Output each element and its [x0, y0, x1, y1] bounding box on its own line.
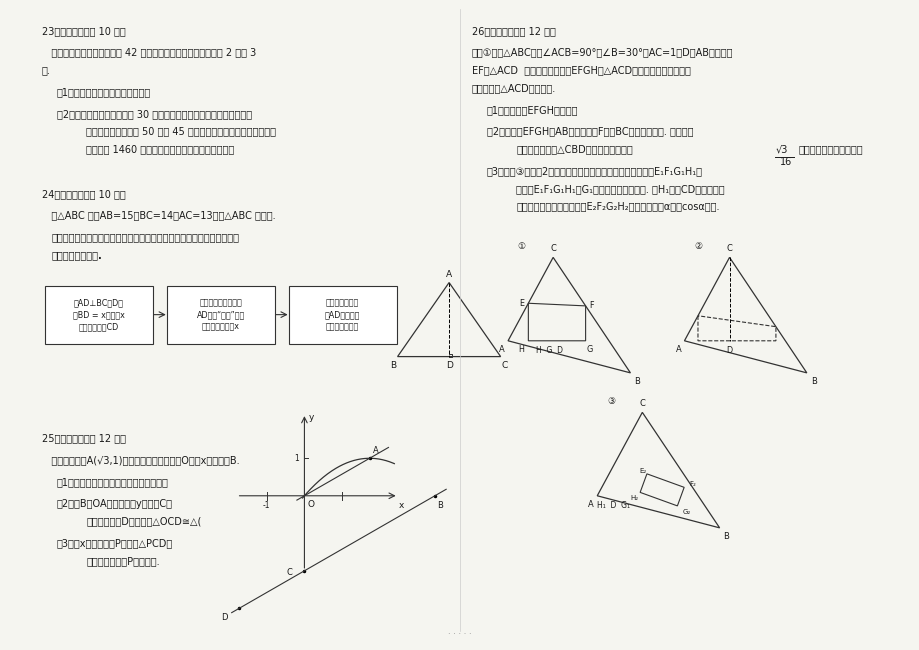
Text: C: C	[639, 399, 644, 408]
Text: 时，求矩形平移的距离；: 时，求矩形平移的距离；	[798, 144, 863, 154]
Text: 个顶点均在△ACD的边上）.: 个顶点均在△ACD的边上）.	[471, 83, 556, 93]
Text: B: B	[634, 377, 640, 386]
Text: 作AD⊥BC于D，
讽BD = x，用含x
的代数式表示CD: 作AD⊥BC于D， 讽BD = x，用含x 的代数式表示CD	[73, 298, 125, 331]
Text: y: y	[308, 413, 313, 423]
Text: A: A	[446, 270, 451, 279]
Text: 人.: 人.	[41, 66, 51, 75]
Text: 将矩形E₁F₁G₁H₁绕G₁点按顺时针方向旋转. 当H₁落在CD上时停止转: 将矩形E₁F₁G₁H₁绕G₁点按顺时针方向旋转. 当H₁落在CD上时停止转	[516, 184, 724, 194]
Text: B: B	[437, 500, 442, 510]
Text: 1: 1	[294, 454, 299, 463]
Text: A: A	[588, 500, 594, 509]
Text: E: E	[518, 299, 523, 307]
Text: ①: ①	[517, 242, 526, 252]
Text: x: x	[398, 500, 403, 510]
Text: 利用勾股定理求
出AD的长，再
计算三角形面积: 利用勾股定理求 出AD的长，再 计算三角形面积	[324, 298, 360, 331]
Text: （3）在x轴上找一点P，使得△PCD的: （3）在x轴上找一点P，使得△PCD的	[57, 538, 173, 548]
Text: 在△ABC 中，AB=15，BC=14，AC=13，求△ABC 的面积.: 在△ABC 中，AB=15，BC=14，AC=13，求△ABC 的面积.	[41, 211, 275, 220]
Text: （2）过B作OA的平行线交y轴于点C，: （2）过B作OA的平行线交y轴于点C，	[57, 499, 173, 509]
Text: F: F	[589, 302, 593, 311]
Text: A: A	[499, 344, 505, 354]
FancyBboxPatch shape	[289, 285, 396, 344]
Text: （2）将矩形EFGH沿AB向右平移，F落在BC上时停止移动. 在平移过: （2）将矩形EFGH沿AB向右平移，F落在BC上时停止移动. 在平移过	[486, 127, 693, 136]
Text: B: B	[723, 532, 729, 541]
FancyBboxPatch shape	[45, 285, 153, 344]
Text: A: A	[675, 344, 681, 354]
Text: G: G	[585, 344, 592, 354]
Text: 根据勾股定理，利用
AD作为“桥梁”，建
立方程模型求出x: 根据勾股定理，利用 AD作为“桥梁”，建 立方程模型求出x	[197, 298, 244, 331]
Text: 交抛物线于点D，求证：△OCD≅△(: 交抛物线于点D，求证：△OCD≅△(	[86, 517, 201, 526]
Text: 思路完成解答过程.: 思路完成解答过程.	[51, 250, 102, 260]
Text: 26．（本小题满分 12 分）: 26．（本小题满分 12 分）	[471, 26, 555, 36]
Text: D: D	[221, 613, 227, 622]
Text: （1）计算矩形EFGH的面积；: （1）计算矩形EFGH的面积；	[486, 105, 578, 115]
Text: 动，旋转后的矩形记为矩形E₂F₂G₂H₂，设旋转角为α，求cosα的值.: 动，旋转后的矩形记为矩形E₂F₂G₂H₂，设旋转角为α，求cosα的值.	[516, 202, 720, 212]
Text: . . . . .: . . . . .	[448, 627, 471, 636]
Text: C: C	[726, 244, 732, 254]
Text: 数不少于 1460 个，那么至少要招录多少名男学生？: 数不少于 1460 个，那么至少要招录多少名男学生？	[86, 144, 234, 154]
Text: G₂: G₂	[682, 509, 690, 515]
Text: 16: 16	[779, 157, 791, 167]
Text: 某职业高中机电班共有学生 42 人，其中男生人数比女生人数的 2 倍少 3: 某职业高中机电班共有学生 42 人，其中男生人数比女生人数的 2 倍少 3	[41, 47, 255, 58]
Text: 25．（本小题满分 12 分）: 25．（本小题满分 12 分）	[41, 434, 126, 443]
Text: O: O	[307, 500, 314, 509]
Text: H₂: H₂	[630, 495, 638, 501]
Text: B: B	[391, 361, 396, 370]
Text: 24．（本小题满分 10 分）: 24．（本小题满分 10 分）	[41, 188, 125, 199]
Text: H  G  D: H G D	[535, 346, 562, 355]
Text: （1）求抛物线对应的二次函数的表达式；: （1）求抛物线对应的二次函数的表达式；	[57, 477, 168, 487]
Text: B: B	[810, 377, 816, 386]
Text: 程中，当矩形与△CBD重叠部分的面积为: 程中，当矩形与△CBD重叠部分的面积为	[516, 144, 632, 154]
Text: C: C	[501, 361, 507, 370]
Text: D: D	[445, 361, 452, 370]
Text: 如图，顶点为A(√3,1)的抛物线经过坐标原点O，与x轴交于点B.: 如图，顶点为A(√3,1)的抛物线经过坐标原点O，与x轴交于点B.	[41, 455, 239, 465]
Text: E₂: E₂	[639, 468, 645, 474]
Text: H: H	[518, 344, 524, 354]
Text: EF为△ACD  的中位线，四边形EFGH为△ACD的内接矩形（矩形的四: EF为△ACD 的中位线，四边形EFGH为△ACD的内接矩形（矩形的四	[471, 66, 690, 75]
Text: √3: √3	[776, 144, 788, 154]
Text: C: C	[550, 244, 555, 254]
Text: 加工的零件数分别为 50 个和 45 个，为保证他们每天加工的零件总: 加工的零件数分别为 50 个和 45 个，为保证他们每天加工的零件总	[86, 127, 276, 136]
Text: ③: ③	[607, 397, 615, 406]
Text: 23．（本小题满分 10 分）: 23．（本小题满分 10 分）	[41, 26, 125, 36]
FancyBboxPatch shape	[166, 285, 275, 344]
Text: -1: -1	[263, 500, 270, 510]
Text: F₂: F₂	[688, 482, 696, 488]
Text: H₁  D  G₁: H₁ D G₁	[596, 500, 630, 510]
Text: ②: ②	[693, 242, 701, 252]
Text: 某学习小组经过合作交流，给出了下面的解题思路，请你按照他们的解题: 某学习小组经过合作交流，给出了下面的解题思路，请你按照他们的解题	[51, 232, 240, 242]
Text: （2）某工厂决定到该班招录 30 名学生，经测试，该班男、女生每天能: （2）某工厂决定到该班招录 30 名学生，经测试，该班男、女生每天能	[57, 109, 252, 119]
Text: （1）该班男生和女生各有多少人？: （1）该班男生和女生各有多少人？	[57, 87, 151, 97]
Text: D: D	[726, 346, 732, 355]
Text: 周长最小，求出P点的坐标.: 周长最小，求出P点的坐标.	[86, 556, 160, 566]
Text: A: A	[372, 447, 378, 455]
Text: （3）如图③，将（2）中矩形平移停止时所得的矩形记为矩形E₁F₁G₁H₁，: （3）如图③，将（2）中矩形平移停止时所得的矩形记为矩形E₁F₁G₁H₁，	[486, 166, 702, 176]
Text: C: C	[287, 568, 292, 577]
Text: 如图①，在△ABC中，∠ACB=90°，∠B=30°，AC=1，D为AB的中点，: 如图①，在△ABC中，∠ACB=90°，∠B=30°，AC=1，D为AB的中点，	[471, 47, 732, 58]
